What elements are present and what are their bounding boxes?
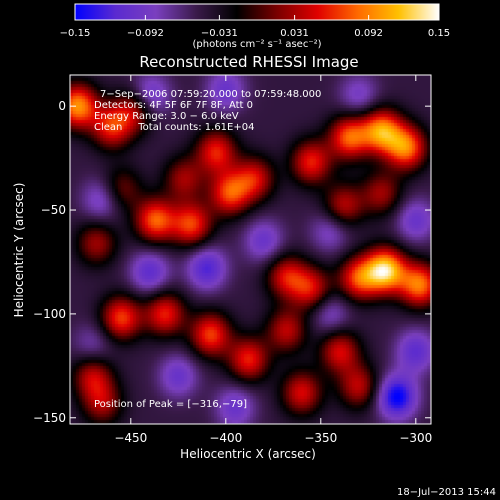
- x-tick-label: −450: [114, 431, 147, 445]
- x-tick-label: −400: [209, 431, 242, 445]
- colorbar: −0.15 −0.092 −0.031 0.031 0.092 0.15 (photons…: [60, 3, 450, 50]
- annotation-total-counts: Clean Total counts: 1.61E+04: [94, 122, 254, 133]
- y-tick-label: 0: [58, 99, 66, 113]
- colorbar-units: (photons cm⁻² s⁻¹ asec⁻²): [192, 39, 321, 50]
- x-tick-label: −300: [399, 431, 432, 445]
- plot-frame: [69, 74, 432, 425]
- y-tick-label: −100: [33, 307, 66, 321]
- annotation-detectors: Detectors: 4F 5F 6F 7F 8F, Att 0: [94, 100, 253, 111]
- colorbar-tick-label: −0.092: [127, 28, 164, 39]
- colorbar-tick-label: −0.031: [201, 28, 238, 39]
- colorbar-ticks: −0.15 −0.092 −0.031 0.031 0.092 0.15: [60, 15, 450, 39]
- colorbar-gradient: [74, 3, 440, 21]
- colorbar-tick-label: 0.092: [354, 28, 383, 39]
- peak-position-label: Position of Peak = [−316,−79]: [94, 399, 247, 410]
- image-plot-area: [69, 74, 432, 425]
- y-tick-label: −150: [33, 411, 66, 425]
- annotation-time-range: 7−Sep−2006 07:59:20.000 to 07:59:48.000: [100, 89, 321, 100]
- x-axis-ticks: −450 −400 −350 −300: [114, 75, 432, 445]
- y-axis-ticks: 0 −50 −100 −150: [33, 99, 431, 425]
- chart-title: Reconstructed RHESSI Image: [139, 53, 358, 71]
- heatmap-image: [70, 75, 431, 424]
- x-axis-label: Heliocentric X (arcsec): [180, 447, 316, 461]
- footer-timestamp: 18−Jul−2013 15:44: [397, 487, 496, 498]
- colorbar-tick-label: 0.15: [428, 28, 450, 39]
- colorbar-tick-label: −0.15: [60, 28, 91, 39]
- annotation-energy-range: Energy Range: 3.0 − 6.0 keV: [94, 111, 239, 122]
- colorbar-tick-label: 0.031: [280, 28, 309, 39]
- y-tick-label: −50: [41, 203, 66, 217]
- x-tick-label: −350: [304, 431, 337, 445]
- y-axis-label: Heliocentric Y (arcsec): [12, 183, 26, 318]
- observation-info: 7−Sep−2006 07:59:20.000 to 07:59:48.000 …: [94, 89, 321, 410]
